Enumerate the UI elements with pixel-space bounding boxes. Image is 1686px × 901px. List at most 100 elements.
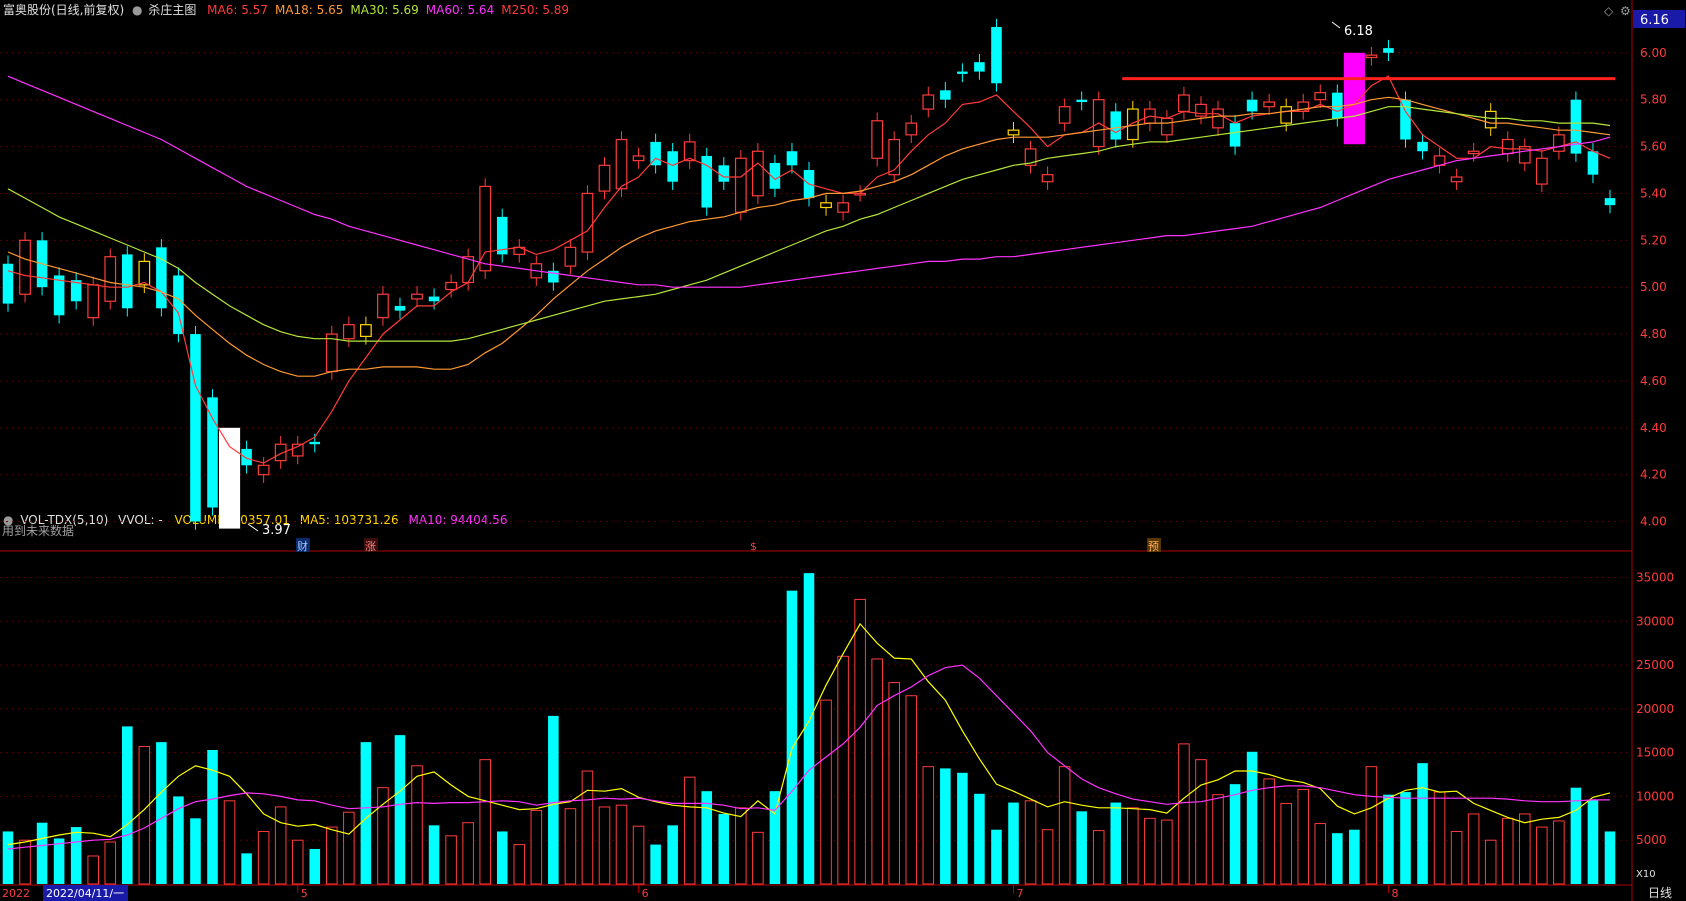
candle[interactable]	[957, 63, 968, 83]
volume-bar[interactable]	[1383, 794, 1394, 884]
volume-bar[interactable]	[940, 768, 951, 884]
volume-bar[interactable]	[394, 735, 406, 884]
volume-bar[interactable]	[190, 818, 201, 884]
volume-bar[interactable]	[479, 759, 491, 885]
volume-bars[interactable]	[2, 573, 1616, 885]
volume-bar[interactable]	[1519, 813, 1531, 885]
volume-bar[interactable]	[173, 796, 184, 884]
volume-bar[interactable]	[1467, 813, 1480, 885]
candle[interactable]	[1450, 168, 1463, 190]
candle[interactable]	[718, 157, 730, 190]
volume-bar[interactable]	[223, 800, 236, 885]
candle[interactable]	[2, 255, 14, 312]
marker-rise[interactable]	[364, 538, 378, 552]
candle[interactable]	[496, 208, 508, 263]
volume-indicator-name[interactable]: VOL-TDX(5,10)	[20, 513, 109, 527]
candle[interactable]	[548, 262, 559, 291]
candle[interactable]	[513, 239, 526, 263]
event-markers[interactable]: 财 涨 $ 预	[296, 538, 1161, 553]
volume-bar[interactable]	[1263, 778, 1275, 885]
candle[interactable]	[769, 154, 781, 197]
volume-bar[interactable]	[1092, 830, 1105, 885]
volume-bar[interactable]	[1195, 759, 1207, 885]
volume-bar[interactable]	[1417, 763, 1428, 884]
candle[interactable]	[564, 239, 577, 275]
volume-bar[interactable]	[1570, 787, 1582, 884]
volume-bar[interactable]	[701, 791, 713, 884]
volume-bar[interactable]	[581, 770, 594, 885]
volume-bar[interactable]	[871, 658, 883, 885]
candle[interactable]	[1229, 114, 1241, 155]
volume-bar[interactable]	[87, 855, 99, 885]
candle[interactable]	[701, 147, 713, 216]
volume-bar[interactable]	[1450, 830, 1463, 885]
candle[interactable]	[598, 157, 611, 200]
volume-bar[interactable]	[837, 655, 849, 885]
volume-bar[interactable]	[1280, 802, 1292, 885]
marker-dollar[interactable]: $	[750, 540, 757, 553]
volume-bar[interactable]	[803, 573, 815, 884]
candle[interactable]	[1400, 91, 1411, 148]
candle[interactable]	[190, 325, 201, 530]
candle[interactable]	[1058, 98, 1071, 132]
volume-bar[interactable]	[257, 830, 270, 885]
volume-bar[interactable]	[104, 841, 117, 885]
candle[interactable]	[581, 185, 594, 261]
volume-bar[interactable]	[377, 787, 389, 885]
volume-bar[interactable]	[922, 766, 935, 885]
candle[interactable]	[1417, 133, 1428, 160]
candle[interactable]	[394, 297, 406, 319]
candle[interactable]	[820, 194, 832, 216]
candle[interactable]	[377, 286, 389, 326]
volume-bar[interactable]	[1212, 794, 1224, 885]
volume-bar[interactable]	[1161, 819, 1173, 885]
candle[interactable]	[1501, 131, 1514, 162]
volume-bar[interactable]	[548, 715, 559, 884]
volume-bar[interactable]	[1314, 823, 1327, 885]
candle[interactable]	[1041, 166, 1054, 190]
volume-bar[interactable]	[735, 807, 747, 885]
volume-bar[interactable]	[1178, 743, 1190, 885]
candle[interactable]	[871, 112, 884, 167]
volume-bar[interactable]	[2, 831, 14, 884]
volume-bar[interactable]	[820, 699, 832, 885]
candle[interactable]	[104, 248, 117, 310]
candle[interactable]	[1212, 100, 1224, 137]
collapse-icon[interactable]: ●	[3, 513, 14, 527]
volume-bar[interactable]	[1229, 784, 1241, 884]
volume-bar[interactable]	[156, 742, 167, 884]
volume-bar[interactable]	[360, 742, 372, 884]
candle[interactable]	[411, 286, 423, 308]
candle[interactable]	[905, 114, 918, 144]
candle[interactable]	[122, 246, 133, 317]
candle[interactable]	[1365, 46, 1378, 66]
candle[interactable]	[1332, 84, 1343, 127]
candle[interactable]	[1587, 143, 1599, 183]
volume-bar[interactable]	[274, 806, 287, 885]
volume-bar[interactable]	[991, 829, 1002, 884]
volume-bar[interactable]	[138, 746, 151, 885]
volume-bar[interactable]	[888, 682, 900, 885]
volume-bar[interactable]	[974, 793, 985, 884]
volume-bar[interactable]	[1058, 766, 1071, 885]
settings-icon[interactable]: ⚙	[1620, 4, 1631, 18]
candle[interactable]	[1195, 96, 1207, 125]
candle[interactable]	[922, 86, 935, 118]
candle[interactable]	[1297, 93, 1310, 120]
candle[interactable]	[207, 389, 218, 516]
candle[interactable]	[1076, 91, 1087, 111]
volume-bar[interactable]	[1484, 839, 1497, 885]
volume-bar[interactable]	[291, 839, 304, 885]
volume-bar[interactable]	[1604, 831, 1616, 884]
volume-bar[interactable]	[1076, 811, 1087, 884]
candle[interactable]	[1383, 39, 1394, 62]
volume-bar[interactable]	[598, 806, 611, 885]
volume-bar[interactable]	[650, 844, 661, 884]
candle[interactable]	[650, 133, 661, 174]
candle[interactable]	[1110, 103, 1122, 148]
volume-bar[interactable]	[1246, 751, 1258, 884]
volume-bar[interactable]	[530, 809, 543, 885]
candle[interactable]	[445, 274, 457, 298]
volume-bar[interactable]	[241, 853, 252, 884]
volume-bar[interactable]	[1587, 799, 1599, 884]
